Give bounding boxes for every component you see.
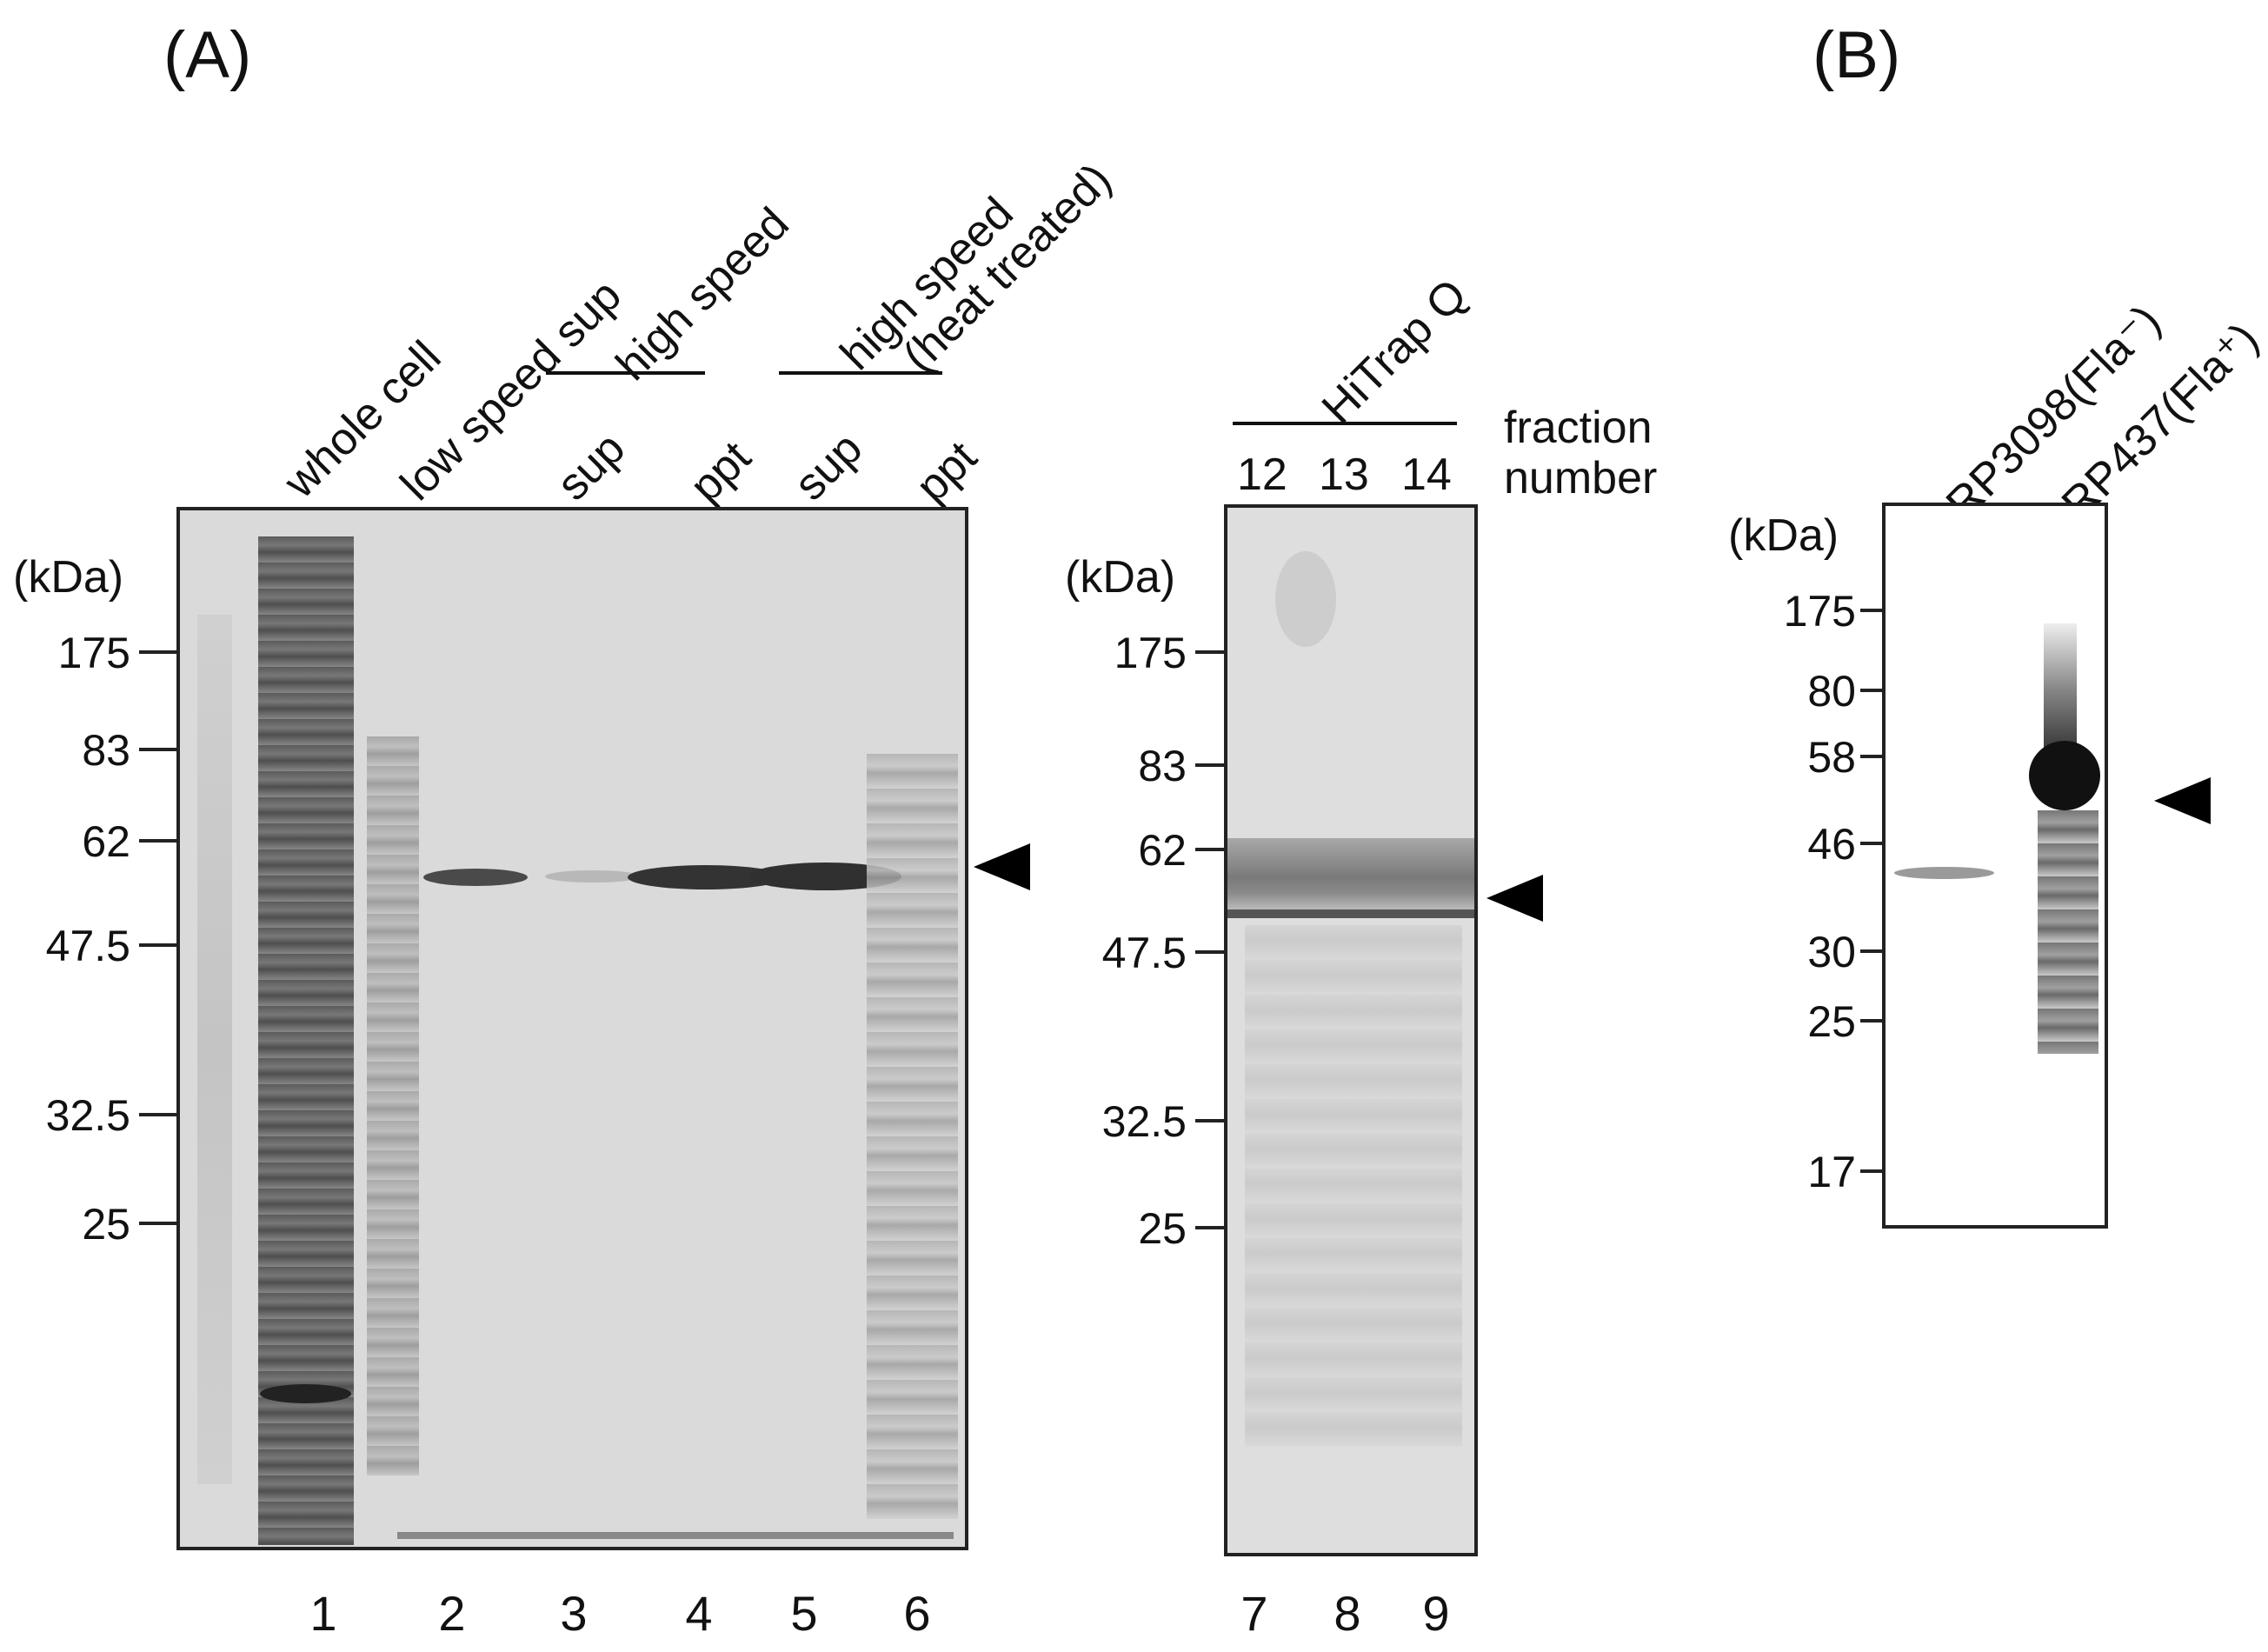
lane-header-sup-3: sup	[547, 423, 635, 510]
gel2-tick	[1195, 763, 1226, 767]
gel2-marker-175: 175	[1114, 629, 1187, 677]
blot-tick	[1860, 949, 1885, 953]
gel1-image	[176, 507, 968, 1550]
gel1-ladder-smear	[197, 615, 232, 1484]
blot-marker-17: 17	[1807, 1148, 1856, 1196]
gel1-lane1-band	[260, 1384, 351, 1403]
gel2-marker-47-5: 47.5	[1101, 929, 1187, 977]
panel-a-label: (A)	[163, 18, 252, 92]
lane-header-sup-5: sup	[784, 423, 873, 510]
gel1-kda-unit: (kDa)	[13, 552, 124, 603]
gel1-tick	[139, 1113, 178, 1116]
blot-tick	[1860, 1169, 1885, 1173]
gel1-tick	[139, 748, 178, 751]
blot-kda-unit: (kDa)	[1728, 510, 1839, 561]
gel1-marker-47-5: 47.5	[45, 922, 130, 970]
gel2-target-band	[1227, 838, 1474, 916]
lane-header-ppt-6: ppt	[906, 431, 988, 512]
gel2-arrowhead-icon	[1487, 875, 1543, 922]
gel1-lane2-smear	[367, 736, 419, 1475]
gel2-bubble	[1275, 551, 1336, 647]
lane-number-5: 5	[790, 1586, 818, 1641]
blot-marker-175: 175	[1783, 587, 1856, 636]
gel2-image	[1224, 504, 1478, 1556]
gel2-tick	[1195, 650, 1226, 654]
fraction-14: 14	[1401, 450, 1452, 500]
gel1-lane2-target-band	[423, 869, 528, 886]
gel1-tick	[139, 1222, 178, 1225]
high-speed-bracket	[546, 371, 705, 375]
blot-lane2-main-band	[2029, 741, 2100, 810]
gel2-tick	[1195, 848, 1226, 851]
gel1-tick	[139, 839, 178, 843]
group-header-high-speed: high speed	[606, 197, 799, 390]
gel1-marker-175: 175	[57, 629, 130, 677]
gel2-marker-25: 25	[1138, 1204, 1187, 1253]
lane-number-2: 2	[438, 1586, 466, 1641]
lane-header-ppt-4: ppt	[680, 431, 762, 512]
gel2-marker-32-5: 32.5	[1101, 1097, 1187, 1146]
blot-lane1-band	[1894, 867, 1994, 879]
lane-number-9: 9	[1422, 1586, 1450, 1641]
blot-marker-46: 46	[1807, 820, 1856, 869]
hitrap-q-bracket	[1233, 422, 1457, 425]
blot-marker-80: 80	[1807, 667, 1856, 716]
blot-arrowhead-icon	[2154, 777, 2211, 824]
gel2-marker-83: 83	[1138, 742, 1187, 790]
high-speed-heat-bracket	[779, 371, 942, 375]
lane-number-4: 4	[685, 1586, 713, 1641]
blot-tick	[1860, 609, 1885, 612]
gel1-tick	[139, 943, 178, 947]
lane-number-7: 7	[1240, 1586, 1268, 1641]
gel2-target-band-edge	[1227, 909, 1474, 918]
blot-marker-25: 25	[1807, 997, 1856, 1046]
gel1-dye-front	[397, 1532, 954, 1539]
western-blot-image	[1882, 503, 2108, 1229]
blot-marker-30: 30	[1807, 928, 1856, 976]
gel2-kda-unit: (kDa)	[1065, 552, 1176, 603]
group-header-hitrap-q: HiTrap Q	[1312, 270, 1477, 434]
gel1-lane3-target-band	[545, 870, 641, 883]
fraction-label-line2: number	[1504, 453, 1658, 503]
lane-number-1: 1	[309, 1586, 337, 1641]
gel1-lane1-smear	[258, 536, 354, 1545]
gel1-tick	[139, 650, 178, 654]
blot-tick	[1860, 842, 1885, 845]
blot-tick	[1860, 755, 1885, 758]
lane-number-8: 8	[1334, 1586, 1361, 1641]
fraction-label-line1: fraction	[1504, 403, 1653, 453]
fraction-13: 13	[1319, 450, 1369, 500]
fraction-12: 12	[1237, 450, 1287, 500]
blot-lane2-lower-smear	[2038, 810, 2098, 1054]
gel2-tick	[1195, 950, 1226, 954]
gel1-marker-83: 83	[82, 726, 130, 775]
panel-b-label: (B)	[1812, 18, 1901, 92]
gel1-arrowhead-icon	[974, 843, 1030, 890]
gel1-lane6-smear	[867, 754, 958, 1519]
gel1-marker-62: 62	[82, 817, 130, 866]
gel1-marker-32-5: 32.5	[45, 1091, 130, 1140]
gel2-tick	[1195, 1226, 1226, 1229]
lane-number-6: 6	[903, 1586, 931, 1641]
lane-number-3: 3	[560, 1586, 588, 1641]
blot-tick	[1860, 689, 1885, 692]
gel2-tick	[1195, 1119, 1226, 1122]
blot-tick	[1860, 1019, 1885, 1023]
blot-marker-58: 58	[1807, 733, 1856, 782]
blot-lane2-upper-smear	[2044, 623, 2077, 754]
gel1-marker-25: 25	[82, 1200, 130, 1249]
gel2-marker-62: 62	[1138, 826, 1187, 875]
gel2-lower-smear	[1245, 925, 1462, 1447]
